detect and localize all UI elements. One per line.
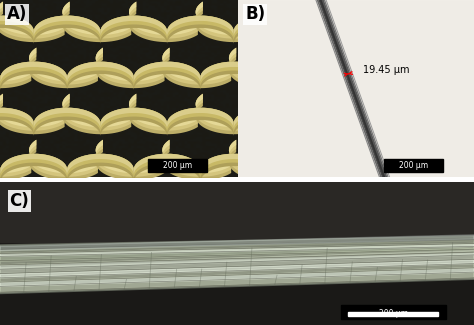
Polygon shape xyxy=(0,272,474,292)
Bar xyxy=(348,312,438,316)
Text: B): B) xyxy=(245,5,265,23)
Polygon shape xyxy=(0,268,474,286)
Bar xyxy=(0,182,474,242)
Polygon shape xyxy=(0,236,474,293)
Text: A): A) xyxy=(7,5,27,23)
Polygon shape xyxy=(0,249,474,265)
Text: 200 μm: 200 μm xyxy=(379,309,408,318)
Polygon shape xyxy=(0,254,474,274)
Polygon shape xyxy=(0,235,474,251)
Polygon shape xyxy=(0,243,474,256)
Polygon shape xyxy=(0,240,474,254)
Polygon shape xyxy=(0,263,474,282)
Bar xyxy=(147,159,207,172)
Text: 200 μm: 200 μm xyxy=(399,161,428,170)
Bar xyxy=(384,159,443,172)
Polygon shape xyxy=(0,260,474,278)
Text: 200 μm: 200 μm xyxy=(163,161,192,170)
Polygon shape xyxy=(0,251,474,269)
Polygon shape xyxy=(0,244,474,261)
Bar xyxy=(341,305,446,319)
Text: 19.45 μm: 19.45 μm xyxy=(363,65,410,75)
Text: C): C) xyxy=(9,192,29,210)
